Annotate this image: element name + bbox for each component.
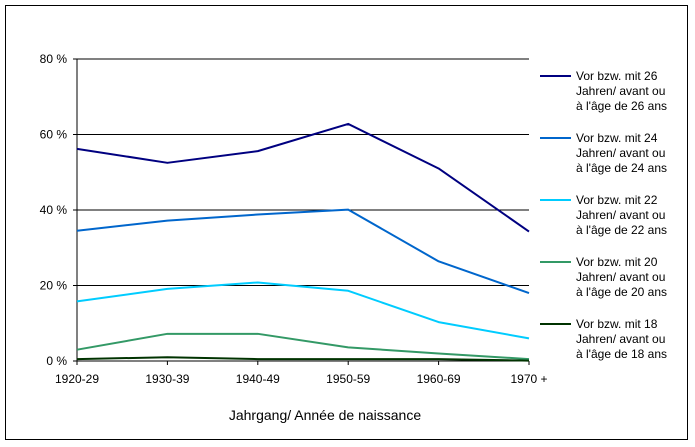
x-tick-label: 1960-69 bbox=[417, 372, 461, 386]
series-lines bbox=[76, 122, 530, 362]
y-tick-label: 80 % bbox=[40, 52, 68, 66]
x-tick-label: 1920-29 bbox=[55, 372, 99, 386]
y-tick-label: 60 % bbox=[40, 128, 68, 142]
legend-label: Vor bzw. mit 26 bbox=[576, 69, 658, 83]
series-line-1 bbox=[76, 122, 530, 233]
legend-label: à l'âge de 20 ans bbox=[576, 285, 667, 299]
gridlines bbox=[77, 58, 529, 286]
axes bbox=[73, 58, 530, 365]
legend-label: Vor bzw. mit 24 bbox=[576, 131, 658, 145]
series-line-4 bbox=[76, 332, 530, 361]
tick-labels: 0 % 20 % 40 % 60 % 80 % 1920-29 1930-39 1940-49… bbox=[40, 52, 548, 386]
y-tick-label: 20 % bbox=[40, 279, 68, 293]
legend-label: Jahren/ avant ou bbox=[576, 270, 665, 284]
legend-label: Vor bzw. mit 18 bbox=[576, 317, 658, 331]
legend-label: Jahren/ avant ou bbox=[576, 84, 665, 98]
x-tick-label: 1940-49 bbox=[236, 372, 280, 386]
legend-label: Vor bzw. mit 20 bbox=[576, 255, 658, 269]
y-tick-label: 40 % bbox=[40, 203, 68, 217]
series-line-2 bbox=[76, 208, 530, 294]
chart-frame bbox=[5, 5, 688, 440]
legend-label: à l'âge de 18 ans bbox=[576, 347, 667, 361]
legend-label: à l'âge de 26 ans bbox=[576, 99, 667, 113]
legend-label: Vor bzw. mit 22 bbox=[576, 193, 658, 207]
legend-label: Jahren/ avant ou bbox=[576, 208, 665, 222]
x-tick-label: 1930-39 bbox=[145, 372, 189, 386]
y-tick-label: 0 % bbox=[46, 354, 67, 368]
legend-label: à l'âge de 22 ans bbox=[576, 223, 667, 237]
legend-label: à l'âge de 24 ans bbox=[576, 161, 667, 175]
series-line-5 bbox=[76, 356, 530, 362]
x-tick-label: 1970 + bbox=[510, 372, 547, 386]
series-line-3 bbox=[76, 281, 530, 340]
x-tick-label: 1950-59 bbox=[326, 372, 370, 386]
x-axis-title: Jahrgang/ Année de naissance bbox=[229, 407, 421, 423]
legend-label: Jahren/ avant ou bbox=[576, 332, 665, 346]
legend-label: Jahren/ avant ou bbox=[576, 146, 665, 160]
